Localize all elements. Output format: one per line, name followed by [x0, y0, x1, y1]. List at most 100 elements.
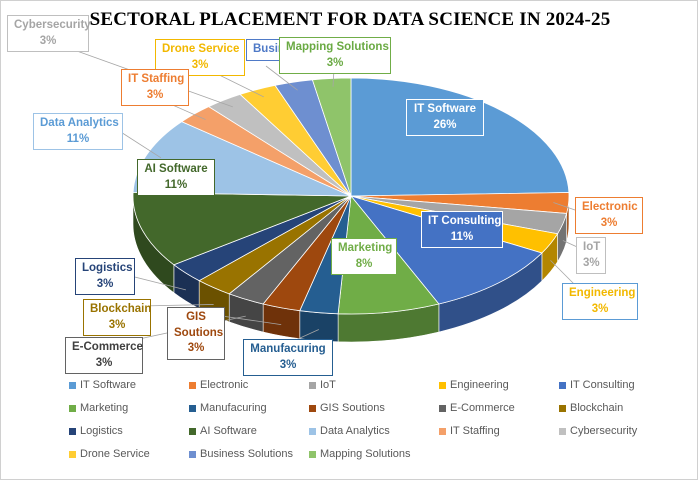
legend-swatch — [69, 450, 76, 458]
legend-item-iot: IoT — [309, 379, 336, 391]
callout-value: 3% — [583, 256, 600, 269]
leader-line-blockchain — [140, 304, 214, 307]
legend-item-it-consulting: IT Consulting — [559, 379, 635, 391]
callout-gis-soutions: GIS Soutions 3% — [167, 307, 225, 360]
callout-mapping-solutions: Mapping Solutions 3% — [279, 37, 391, 75]
legend-item-ai-software: AI Software — [189, 425, 257, 437]
legend-swatch — [189, 404, 196, 412]
callout-label: Logistics — [82, 262, 133, 274]
legend-label: Drone Service — [80, 448, 150, 460]
legend-label: AI Software — [200, 425, 257, 437]
legend-swatch — [69, 404, 76, 412]
legend-swatch — [69, 381, 76, 389]
callout-label: Marketing — [338, 242, 393, 254]
legend-swatch — [559, 404, 566, 412]
legend-label: E-Commerce — [450, 402, 515, 414]
legend-item-data-analytics: Data Analytics — [309, 425, 390, 437]
callout-value: 3% — [191, 58, 209, 71]
callout-value: 3% — [108, 318, 126, 331]
callout-it-staffing: IT Staffing 3% — [121, 69, 189, 107]
legend-swatch — [439, 404, 446, 412]
callout-it-software: IT Software 26% — [406, 99, 484, 137]
legend-item-engineering: Engineering — [439, 379, 509, 391]
legend-swatch — [439, 427, 446, 435]
callout-value: 3% — [600, 216, 618, 229]
chart-title: SECTORAL PLACEMENT FOR DATA SCIENCE IN 2… — [89, 9, 611, 30]
legend-item-gis-soutions: GIS Soutions — [309, 402, 385, 414]
legend-swatch — [309, 404, 316, 412]
callout-label: IoT — [583, 241, 601, 253]
legend-swatch — [189, 381, 196, 389]
legend-swatch — [189, 427, 196, 435]
pie-slice-mapping-solutions — [311, 77, 352, 197]
pie-side-walls — [132, 195, 570, 343]
legend-item-marketing: Marketing — [69, 402, 128, 414]
legend-label: GIS Soutions — [320, 402, 385, 414]
leader-line-business-solutions — [265, 65, 298, 91]
legend-label: IT Consulting — [570, 379, 635, 391]
callout-label: Drone Service — [162, 43, 240, 55]
legend-label: Business Solutions — [200, 448, 293, 460]
callout-value: 26% — [433, 118, 457, 131]
callout-value: 8% — [355, 257, 373, 270]
callout-label: Busin — [253, 43, 285, 55]
legend-swatch — [69, 427, 76, 435]
legend-label: Mapping Solutions — [320, 448, 411, 460]
callout-label: Manufacuring — [250, 343, 326, 355]
callout-label: Data Analytics — [40, 117, 119, 129]
callout-value: 3% — [39, 34, 57, 47]
callout-value: 3% — [96, 277, 114, 290]
legend-item-cybersecurity: Cybersecurity — [559, 425, 637, 437]
legend-item-mapping-solutions: Mapping Solutions — [309, 448, 411, 460]
legend-item-drone-service: Drone Service — [69, 448, 150, 460]
callout-value: 3% — [591, 302, 609, 315]
callout-electronic: Electronic 3% — [575, 197, 643, 235]
callout-label: Mapping Solutions — [286, 41, 389, 53]
callout-label: Cybersecurity — [14, 19, 91, 31]
pie-slice-it-consulting — [349, 195, 543, 305]
legend-item-e-commerce: E-Commerce — [439, 402, 515, 414]
legend-swatch — [309, 450, 316, 458]
legend-swatch — [559, 381, 566, 389]
callout-marketing: Marketing 8% — [331, 238, 397, 276]
callout-ai-software: AI Software 11% — [137, 159, 215, 197]
legend-swatch — [559, 427, 566, 435]
legend-swatch — [309, 381, 316, 389]
legend-label: Cybersecurity — [570, 425, 638, 437]
legend-label: Engineering — [450, 379, 509, 391]
legend-label: Marketing — [80, 402, 129, 414]
callout-value: 3% — [279, 358, 297, 371]
legend-label: Blockchain — [570, 402, 624, 414]
legend-item-electronic: Electronic — [189, 379, 248, 391]
pie-side-manufacuring — [299, 310, 339, 343]
callout-business-solutions: Busin — [246, 39, 286, 61]
callout-value: 3% — [95, 356, 113, 369]
callout-cybersecurity: Cybersecurity 3% — [7, 15, 91, 53]
legend-item-blockchain: Blockchain — [559, 402, 623, 414]
legend-item-manufacuring: Manufacuring — [189, 402, 267, 414]
callout-label: Electronic — [582, 201, 638, 213]
callout-manufacuring: Manufacuring 3% — [243, 339, 333, 377]
callout-value: 3% — [146, 88, 164, 101]
callout-value: 11% — [450, 230, 474, 243]
callout-blockchain: Blockchain 3% — [83, 299, 152, 337]
legend-label: Data Analytics — [320, 425, 390, 437]
callout-it-consulting: IT Consulting 11% — [421, 211, 503, 249]
legend-item-it-software: IT Software — [69, 379, 136, 391]
legend-label: Electronic — [200, 379, 249, 391]
legend-label: IT Software — [80, 379, 137, 391]
callout-e-commerce: E-Commerce 3% — [65, 337, 143, 375]
callout-label: Blockchain — [90, 303, 152, 315]
callout-engineering: Engineering 3% — [562, 283, 638, 321]
legend-item-logistics: Logistics — [69, 425, 123, 437]
legend-label: Logistics — [80, 425, 123, 437]
callout-value: 3% — [187, 342, 205, 355]
legend-swatch — [309, 427, 316, 435]
legend-label: IoT — [320, 379, 336, 391]
pie-slice-it-software — [350, 77, 570, 197]
callout-label: Engineering — [569, 287, 636, 299]
callout-logistics: Logistics 3% — [75, 258, 135, 296]
pie-slice-ai-software — [132, 192, 352, 266]
callout-label: E-Commerce — [72, 341, 143, 353]
